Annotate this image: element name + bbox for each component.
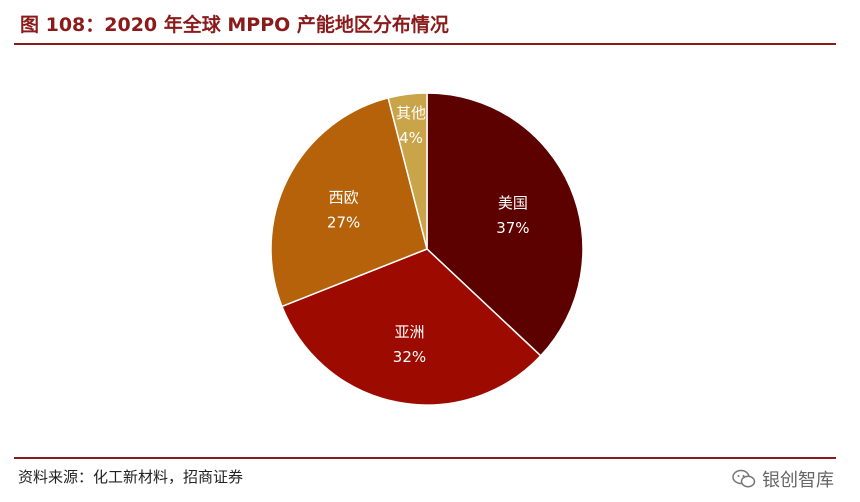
top-divider	[14, 43, 836, 45]
slice-label-2: 西欧	[329, 189, 359, 207]
slice-label-3: 其他	[396, 104, 426, 122]
source-note: 资料来源：化工新材料，招商证券	[18, 468, 244, 486]
slice-label-1: 亚洲	[394, 323, 424, 341]
pie-slice-0	[426, 92, 584, 357]
slice-value-0: 37%	[496, 219, 529, 237]
pie-slice-3	[387, 92, 428, 250]
pie-chart: 美国 37% 亚洲 32% 西欧 27% 其他 4%	[270, 92, 584, 406]
watermark: 银创智库	[732, 466, 834, 492]
slice-value-1: 32%	[393, 348, 426, 366]
figure-title: 图 108：2020 年全球 MPPO 产能地区分布情况	[20, 14, 449, 36]
slice-value-3: 4%	[399, 129, 423, 147]
slice-label-0: 美国	[498, 194, 528, 212]
watermark-text: 银创智库	[762, 470, 834, 491]
bottom-divider	[14, 457, 836, 459]
wechat-icon	[732, 469, 756, 488]
pie-slice-2	[270, 96, 428, 308]
slice-value-2: 27%	[327, 214, 360, 232]
pie-slice-1	[280, 248, 542, 406]
chart-area: 美国 37% 亚洲 32% 西欧 27% 其他 4%	[0, 46, 860, 456]
